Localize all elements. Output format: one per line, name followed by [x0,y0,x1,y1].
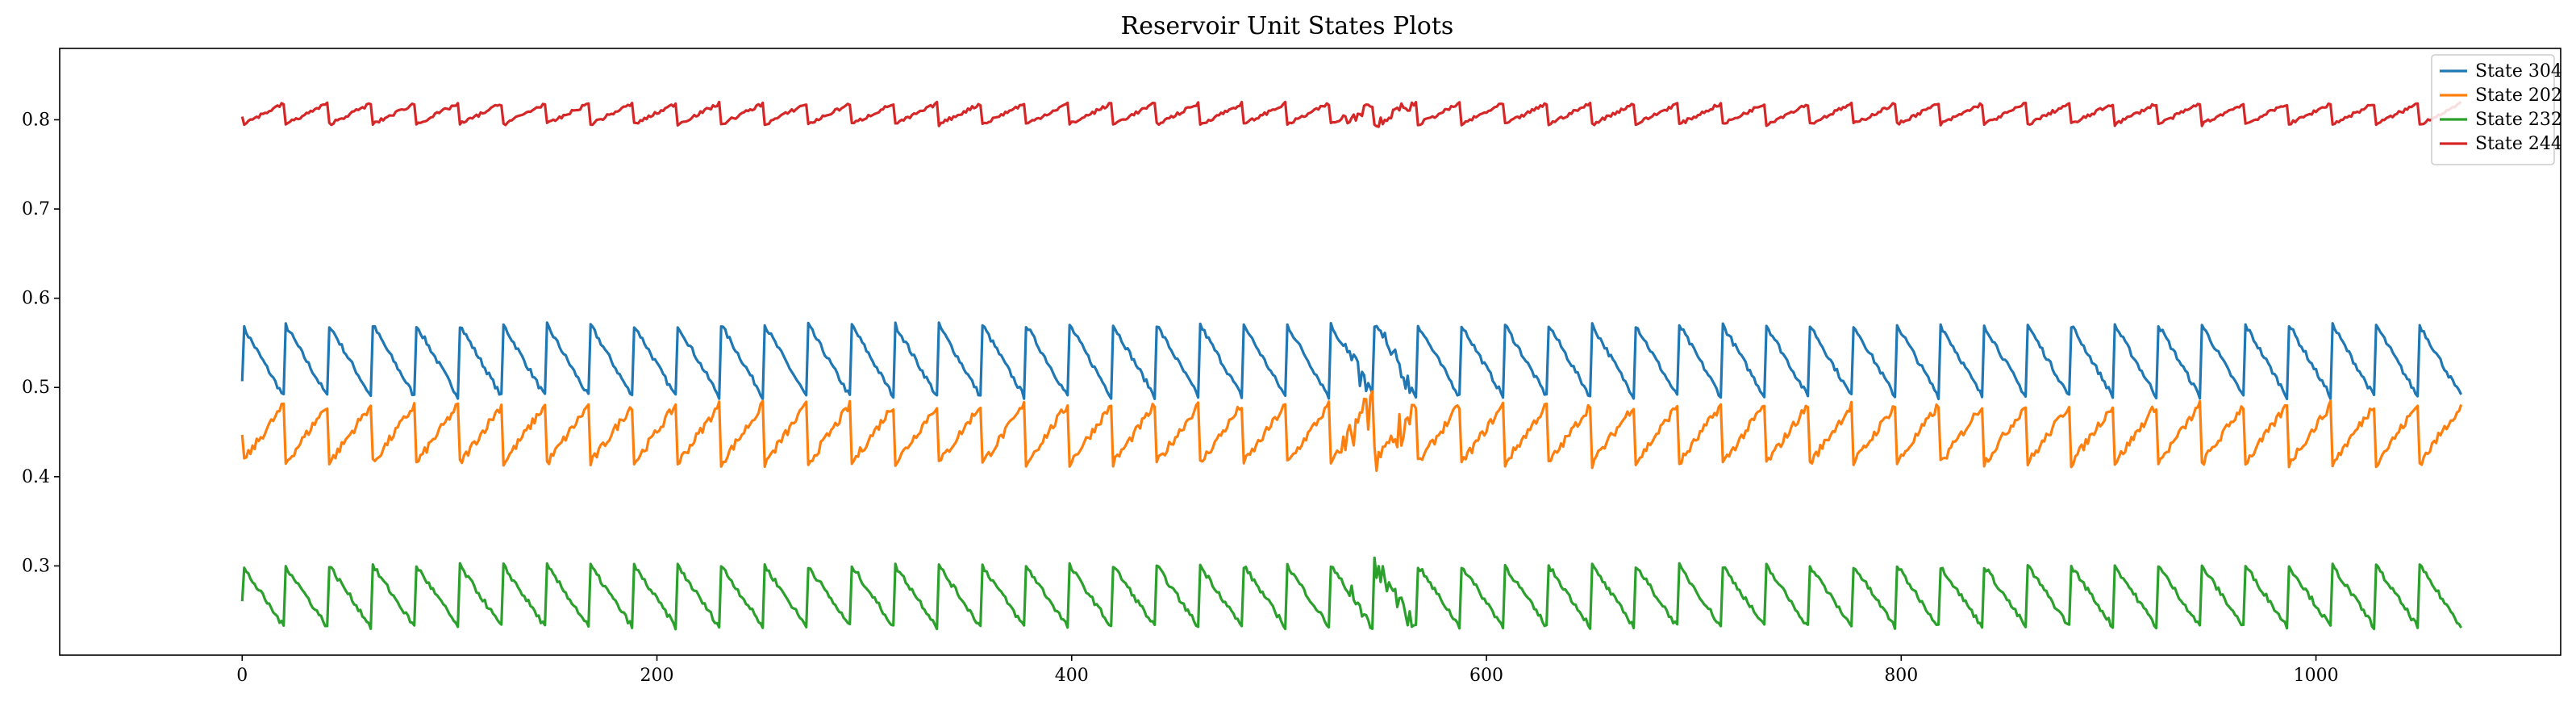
x-tick-label: 600 [1469,666,1503,686]
y-tick-label: 0.3 [22,556,50,576]
legend-label: State 202 [2475,86,2562,106]
legend-label: State 232 [2475,110,2562,130]
y-tick-label: 0.4 [22,467,50,487]
legend-label: State 304 [2475,61,2562,81]
series-line-4 [240,100,2462,128]
y-tick-label: 0.6 [22,289,50,309]
x-axis: 0 200 400 600 800 1000 [236,655,2339,686]
x-tick-label: 0 [236,666,248,686]
y-axis: 0.3 0.4 0.5 0.6 0.7 0.8 [22,110,60,576]
series-line-3 [240,556,2463,631]
x-tick-label: 200 [640,666,674,686]
series-line-1 [240,321,2463,401]
y-tick-label: 0.5 [22,378,50,398]
series-line-2 [240,390,2463,473]
plot-frame [59,48,2561,656]
legend-box [2431,54,2555,165]
legend-label: State 244 [2475,134,2562,154]
y-tick-label: 0.7 [22,199,50,219]
y-tick-label: 0.8 [22,110,50,130]
x-tick-label: 400 [1055,666,1089,686]
legend: State 304 State 202 State 232 State 244 [2431,54,2562,165]
chart-title: Reservoir Unit States Plots [1121,12,1454,40]
plot-area [59,48,2561,656]
x-tick-label: 800 [1884,666,1918,686]
x-tick-label: 1000 [2294,666,2339,686]
